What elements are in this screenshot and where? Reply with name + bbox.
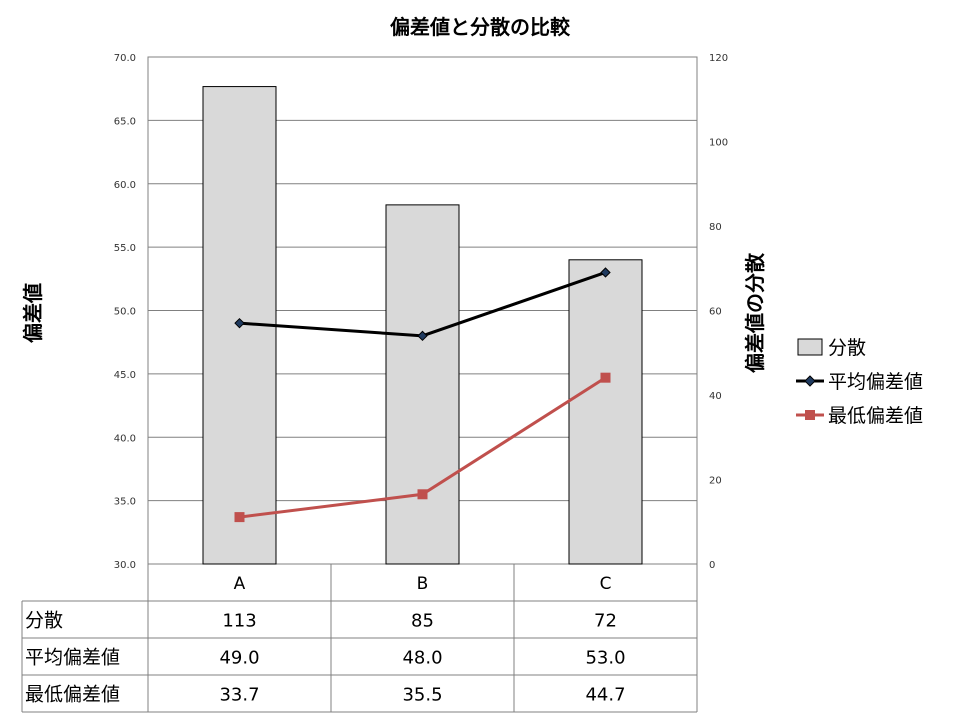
- y-right-tick: 60: [709, 307, 722, 318]
- legend-label: 分散: [828, 337, 866, 359]
- y-right-tick: 40: [709, 391, 722, 402]
- y-left-tick: 60.0: [114, 180, 136, 191]
- bar-C: [568, 259, 643, 565]
- table-cell: 33.7: [219, 685, 259, 706]
- y-right-tick: 80: [709, 222, 722, 233]
- legend-label: 最低偏差値: [828, 405, 923, 427]
- table-cell: 53.0: [585, 648, 625, 669]
- legend-swatch-分散: [797, 338, 823, 356]
- table-row-label: 最低偏差値: [25, 684, 120, 706]
- y-left-tick: 70.0: [114, 53, 136, 64]
- legend-label: 平均偏差値: [828, 371, 923, 393]
- y-left-tick: 35.0: [114, 497, 136, 508]
- category-label: C: [600, 574, 612, 594]
- point-最低偏差値-A: [234, 512, 245, 523]
- table-cell: 113: [222, 611, 256, 632]
- table-cell: 35.5: [402, 685, 442, 706]
- category-label: B: [417, 574, 429, 594]
- y-right-tick: 20: [709, 476, 722, 487]
- table-cell: 49.0: [219, 648, 259, 669]
- point-平均偏差値-B: [417, 330, 428, 342]
- table-cell: 44.7: [585, 685, 625, 706]
- data-table: A B C 分散 113 85 72 平均偏差値 49.0 48.0 53.0 最低偏差値 33.7 35…: [21, 564, 698, 713]
- y-right-label: 偏差値の分散: [743, 252, 767, 373]
- table-row-label: 平均偏差値: [25, 647, 120, 669]
- y-left-tick: 45.0: [114, 370, 136, 381]
- point-最低偏差値-C: [600, 372, 611, 383]
- legend-marker-最低偏差値: [805, 410, 815, 420]
- bar-B: [385, 204, 460, 565]
- line-series: [234, 267, 611, 523]
- y-left-tick: 65.0: [114, 116, 136, 127]
- y-left-tick: 30.0: [114, 560, 136, 571]
- y-left-tick: 50.0: [114, 307, 136, 318]
- table-cell: 85: [411, 611, 434, 632]
- table-row-label: 分散: [25, 610, 63, 632]
- left-axis-ticks: 70.0 65.0 60.0 55.0 50.0 45.0 40.0 35.0 30.0: [114, 53, 136, 571]
- point-平均偏差値-A: [234, 317, 245, 329]
- y-right-tick: 100: [709, 138, 728, 149]
- y-right-tick: 120: [709, 53, 728, 64]
- right-axis-ticks: 120 100 80 60 40 20 0: [709, 53, 728, 571]
- y-left-label: 偏差値: [21, 283, 45, 343]
- y-left-tick: 40.0: [114, 433, 136, 444]
- y-right-tick: 0: [709, 560, 715, 571]
- point-最低偏差値-B: [417, 489, 428, 500]
- point-平均偏差値-C: [600, 267, 611, 278]
- legend-marker-平均偏差値: [804, 375, 816, 387]
- chart-title: 偏差値と分散の比較: [390, 15, 571, 39]
- category-label: A: [234, 574, 246, 594]
- table-cell: 48.0: [402, 648, 442, 669]
- y-left-tick: 55.0: [114, 243, 136, 254]
- table-cell: 72: [594, 611, 617, 632]
